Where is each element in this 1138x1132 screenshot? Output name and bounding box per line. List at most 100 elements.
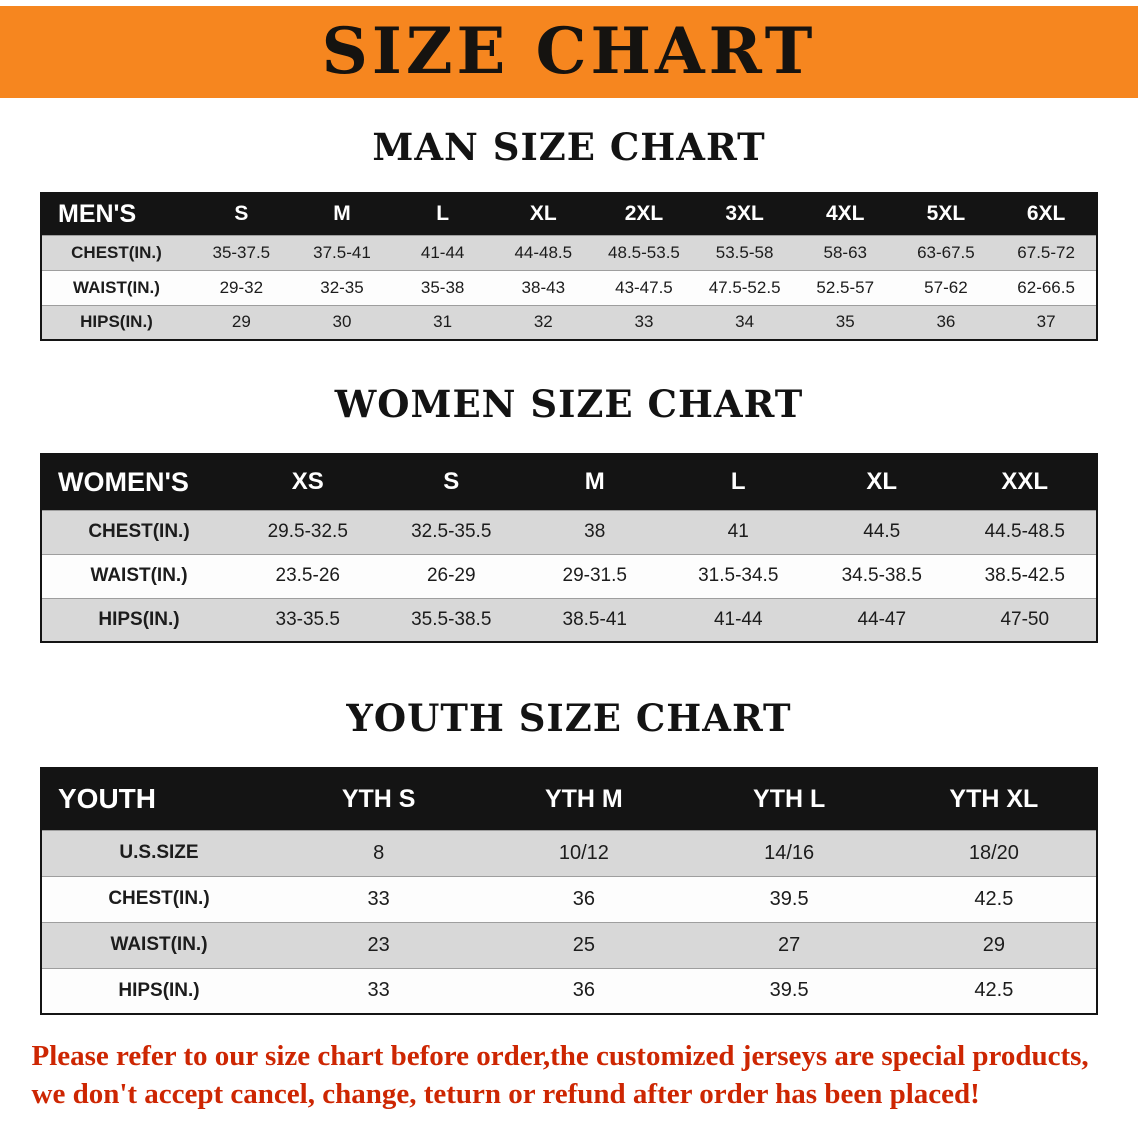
row-label-cell: U.S.SIZE — [119, 842, 199, 863]
value-cell: 8 — [373, 841, 385, 864]
table-title-cell: WOMEN'S — [41, 454, 236, 510]
youth-section-heading: YOUTH SIZE CHART — [346, 696, 792, 740]
value-cell: 42.5 — [974, 887, 1014, 910]
men-section-heading: MAN SIZE CHART — [372, 125, 766, 169]
value-cell: 38.5-42.5 — [984, 565, 1065, 586]
value-cell: 44.5-48.5 — [984, 521, 1065, 542]
table-title-cell: MEN'S — [41, 193, 191, 235]
value-cell: 38-43 — [521, 277, 566, 297]
table-row: U.S.SIZE 8 10/12 14/16 18/20 — [41, 830, 1097, 876]
row-label-cell: CHEST(IN.) — [108, 888, 210, 909]
size-header-cell: S — [191, 193, 292, 235]
table-row: HIPS(IN.) 33-35.5 35.5-38.5 38.5-41 41-44 44-… — [41, 598, 1097, 642]
value-cell: 44.5 — [863, 521, 901, 542]
value-cell: 53.5-58 — [715, 242, 774, 262]
table-row: CHEST(IN.) 29.5-32.5 32.5-35.5 38 41 44.5 44.5… — [41, 510, 1097, 554]
value-cell: 23.5-26 — [275, 565, 340, 586]
size-header-cell: 4XL — [794, 193, 896, 235]
table-header-row: MEN'S S M L XL 2XL 3XL 4XL 5XL 6XL — [41, 193, 1097, 235]
disclaimer-line-2: we don't accept cancel, change, teturn o… — [31, 1078, 980, 1110]
value-cell: 35 — [835, 312, 855, 332]
value-cell: 38.5-41 — [562, 608, 627, 630]
value-cell: 35-37.5 — [212, 242, 271, 262]
value-cell: 48.5-53.5 — [608, 242, 680, 262]
value-cell: 14/16 — [764, 841, 815, 864]
value-cell: 44-47 — [857, 608, 907, 630]
value-cell: 25 — [572, 933, 595, 956]
value-cell: 36 — [936, 312, 956, 332]
value-cell: 31.5-34.5 — [698, 565, 779, 586]
women-section-heading: WOMEN SIZE CHART — [334, 382, 804, 426]
value-cell: 34 — [735, 312, 755, 332]
value-cell: 41-44 — [713, 608, 763, 630]
value-cell: 29-31.5 — [562, 565, 627, 586]
value-cell: 30 — [332, 312, 352, 332]
value-cell: 27 — [778, 933, 801, 956]
value-cell: 34.5-38.5 — [841, 565, 922, 586]
value-cell: 29-32 — [219, 277, 264, 297]
value-cell: 26-29 — [426, 565, 476, 586]
size-header-cell: XL — [492, 193, 594, 235]
size-header-cell: L — [392, 193, 493, 235]
size-header-cell: M — [291, 193, 393, 235]
size-header-cell: YTH M — [481, 768, 687, 830]
value-cell: 29 — [231, 312, 251, 332]
value-cell: 29.5-32.5 — [267, 521, 348, 542]
table-row: WAIST(IN.) 23 25 27 29 — [41, 922, 1097, 968]
value-cell: 18/20 — [968, 841, 1019, 864]
size-header-cell: YTH L — [686, 768, 892, 830]
men-size-table: MEN'S S M L XL 2XL 3XL 4XL 5XL 6XL CHEST(IN.) 35-37… — [40, 192, 1098, 341]
size-header-cell: L — [666, 454, 810, 510]
size-header-cell: 3XL — [694, 193, 795, 235]
size-header-cell: XL — [810, 454, 954, 510]
value-cell: 32.5-35.5 — [411, 521, 492, 542]
value-cell: 57-62 — [924, 277, 968, 297]
size-header-cell: M — [523, 454, 667, 510]
value-cell: 33 — [367, 887, 390, 910]
value-cell: 31 — [433, 312, 453, 332]
value-cell: 23 — [367, 933, 390, 956]
value-cell: 39.5 — [769, 979, 809, 1002]
value-cell: 37.5-41 — [313, 242, 371, 262]
value-cell: 32-35 — [320, 277, 364, 297]
banner: SIZE CHART — [0, 6, 1138, 98]
row-label-cell: CHEST(IN.) — [88, 521, 190, 542]
row-label-cell: WAIST(IN.) — [110, 934, 208, 955]
value-cell: 62-66.5 — [1017, 277, 1075, 297]
table-row: WAIST(IN.) 23.5-26 26-29 29-31.5 31.5-34.5 34… — [41, 554, 1097, 598]
size-header-cell: YTH S — [276, 768, 482, 830]
disclaimer: Please refer to our size chart before or… — [32, 1037, 1107, 1113]
table-row: CHEST(IN.) 33 36 39.5 42.5 — [41, 876, 1097, 922]
value-cell: 35-38 — [420, 277, 465, 297]
table-header-row: YOUTH YTH S YTH M YTH L YTH XL — [41, 768, 1097, 830]
value-cell: 36 — [572, 979, 595, 1002]
value-cell: 36 — [572, 887, 595, 910]
value-cell: 41-44 — [420, 242, 465, 262]
value-cell: 43-47.5 — [615, 277, 673, 297]
table-title-cell: YOUTH — [41, 768, 276, 830]
size-header-cell: XS — [236, 454, 380, 510]
value-cell: 52.5-57 — [816, 277, 875, 297]
row-label-cell: HIPS(IN.) — [98, 608, 180, 630]
value-cell: 63-67.5 — [917, 242, 975, 262]
table-row: CHEST(IN.) 35-37.5 37.5-41 41-44 44-48.5 48.5… — [41, 235, 1097, 270]
value-cell: 42.5 — [974, 979, 1014, 1002]
table-row: HIPS(IN.) 33 36 39.5 42.5 — [41, 968, 1097, 1014]
value-cell: 67.5-72 — [1017, 242, 1075, 262]
value-cell: 39.5 — [769, 887, 809, 910]
row-label-cell: WAIST(IN.) — [73, 277, 160, 297]
value-cell: 10/12 — [558, 841, 609, 864]
value-cell: 37 — [1036, 312, 1056, 332]
table-row: HIPS(IN.) 29 30 31 32 33 34 35 36 37 — [41, 305, 1097, 340]
row-label-cell: CHEST(IN.) — [71, 242, 162, 262]
banner-title: SIZE CHART — [321, 14, 817, 89]
size-header-cell: YTH XL — [891, 768, 1097, 830]
size-header-cell: XXL — [953, 454, 1097, 510]
value-cell: 41 — [727, 521, 749, 542]
value-cell: 32 — [533, 312, 553, 332]
women-size-table: WOMEN'S XS S M L XL XXL CHEST(IN.) 29.5-32.5 32.5… — [40, 453, 1098, 643]
disclaimer-line-1: Please refer to our size chart before or… — [31, 1040, 1089, 1072]
value-cell: 33 — [634, 312, 654, 332]
youth-size-table: YOUTH YTH S YTH M YTH L YTH XL U.S.SIZE 8 10/12… — [40, 767, 1098, 1015]
row-label-cell: HIPS(IN.) — [118, 979, 200, 1001]
